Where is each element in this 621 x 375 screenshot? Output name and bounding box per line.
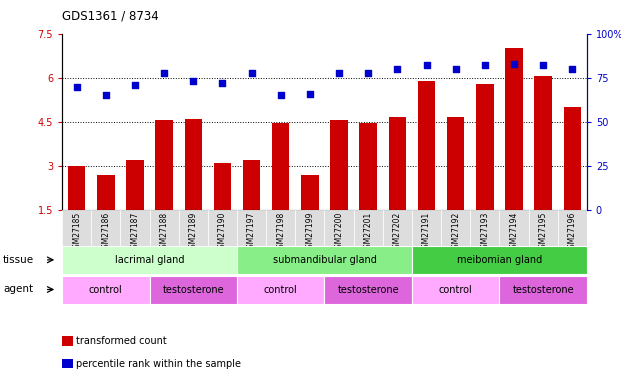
- Point: [363, 69, 373, 75]
- Bar: [237, 246, 412, 274]
- Point: [188, 78, 198, 84]
- Text: GSM27199: GSM27199: [306, 212, 314, 253]
- Point: [480, 63, 490, 69]
- Text: testosterone: testosterone: [337, 285, 399, 295]
- Bar: [441, 210, 470, 246]
- Text: GDS1361 / 8734: GDS1361 / 8734: [62, 9, 159, 22]
- Text: GSM27191: GSM27191: [422, 212, 431, 253]
- Text: tissue: tissue: [3, 255, 34, 265]
- Bar: [208, 210, 237, 246]
- Bar: [68, 166, 86, 210]
- Point: [305, 91, 315, 97]
- Bar: [389, 117, 406, 210]
- Text: testosterone: testosterone: [512, 285, 574, 295]
- Bar: [301, 175, 319, 210]
- Bar: [266, 210, 296, 246]
- Bar: [120, 210, 150, 246]
- Point: [538, 63, 548, 69]
- Text: transformed count: transformed count: [76, 336, 166, 346]
- Bar: [237, 276, 324, 304]
- Bar: [505, 48, 523, 210]
- Text: GSM27192: GSM27192: [451, 212, 460, 253]
- Text: GSM27190: GSM27190: [218, 212, 227, 253]
- Bar: [272, 123, 289, 210]
- Bar: [563, 107, 581, 210]
- Bar: [412, 276, 499, 304]
- Bar: [499, 210, 528, 246]
- Text: GSM27202: GSM27202: [393, 212, 402, 253]
- Bar: [62, 210, 91, 246]
- Point: [247, 69, 256, 75]
- Point: [217, 80, 227, 86]
- Text: GSM27198: GSM27198: [276, 212, 285, 253]
- Point: [71, 84, 81, 90]
- Bar: [126, 160, 143, 210]
- Bar: [528, 210, 558, 246]
- Bar: [383, 210, 412, 246]
- Bar: [558, 210, 587, 246]
- Text: GSM27188: GSM27188: [160, 212, 169, 253]
- Text: control: control: [89, 285, 123, 295]
- Text: testosterone: testosterone: [163, 285, 224, 295]
- Bar: [237, 210, 266, 246]
- Text: percentile rank within the sample: percentile rank within the sample: [76, 359, 241, 369]
- Bar: [412, 210, 441, 246]
- Bar: [150, 210, 179, 246]
- Text: GSM27201: GSM27201: [364, 212, 373, 253]
- Text: GSM27196: GSM27196: [568, 212, 577, 253]
- Bar: [412, 246, 587, 274]
- Bar: [296, 210, 324, 246]
- Point: [422, 63, 432, 69]
- Text: control: control: [439, 285, 473, 295]
- Bar: [534, 76, 552, 210]
- Point: [101, 93, 111, 99]
- Text: control: control: [264, 285, 297, 295]
- Bar: [324, 276, 412, 304]
- Text: GSM27197: GSM27197: [247, 212, 256, 253]
- Bar: [470, 210, 499, 246]
- Bar: [91, 210, 120, 246]
- Bar: [184, 119, 202, 210]
- Bar: [62, 276, 150, 304]
- Bar: [476, 84, 494, 210]
- Point: [130, 82, 140, 88]
- Text: GSM27186: GSM27186: [101, 212, 111, 253]
- Text: agent: agent: [3, 285, 34, 294]
- Bar: [324, 210, 353, 246]
- Bar: [155, 120, 173, 210]
- Text: GSM27189: GSM27189: [189, 212, 197, 253]
- Text: GSM27185: GSM27185: [72, 212, 81, 253]
- Point: [392, 66, 402, 72]
- Text: lacrimal gland: lacrimal gland: [115, 255, 184, 265]
- Point: [334, 69, 344, 75]
- Bar: [418, 81, 435, 210]
- Text: GSM27187: GSM27187: [130, 212, 140, 253]
- Bar: [62, 246, 237, 274]
- Bar: [150, 276, 237, 304]
- Text: GSM27195: GSM27195: [538, 212, 548, 253]
- Point: [276, 93, 286, 99]
- Text: GSM27200: GSM27200: [335, 212, 343, 253]
- Bar: [97, 175, 114, 210]
- Bar: [499, 276, 587, 304]
- Bar: [447, 117, 465, 210]
- Bar: [353, 210, 383, 246]
- Point: [509, 61, 519, 67]
- Bar: [360, 123, 377, 210]
- Point: [568, 66, 578, 72]
- Bar: [243, 160, 260, 210]
- Bar: [179, 210, 208, 246]
- Bar: [330, 120, 348, 210]
- Text: GSM27193: GSM27193: [480, 212, 489, 253]
- Text: meibomian gland: meibomian gland: [457, 255, 542, 265]
- Point: [159, 69, 169, 75]
- Text: GSM27194: GSM27194: [509, 212, 519, 253]
- Point: [451, 66, 461, 72]
- Bar: [214, 163, 231, 210]
- Text: submandibular gland: submandibular gland: [273, 255, 376, 265]
